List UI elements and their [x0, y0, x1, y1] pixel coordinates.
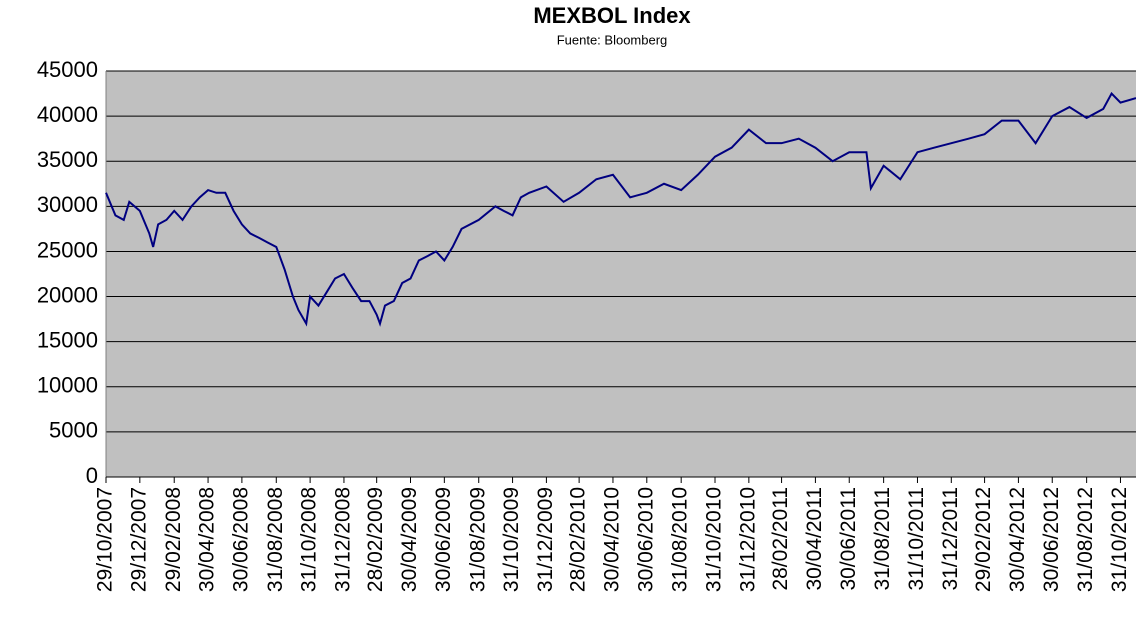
- x-tick-label: 30/06/2008: [229, 487, 252, 592]
- y-tick-label: 25000: [37, 237, 98, 262]
- x-tick-label: 30/04/2011: [803, 487, 826, 591]
- x-tick-label: 30/04/2010: [601, 487, 624, 592]
- y-tick-label: 40000: [37, 102, 98, 127]
- x-tick-label: 29/02/2008: [162, 487, 185, 592]
- x-tick-label: 31/08/2011: [871, 487, 894, 591]
- x-tick-label: 31/08/2010: [669, 487, 692, 592]
- line-series: [105, 91, 1136, 327]
- plot-area: [106, 71, 1136, 477]
- x-tick-label: 30/06/2010: [634, 487, 657, 592]
- x-tick-label: 31/10/2009: [500, 487, 523, 592]
- x-tick-label: 31/12/2009: [534, 487, 557, 592]
- x-tick-label: 29/02/2012: [972, 487, 995, 592]
- y-tick-label: 0: [86, 463, 98, 488]
- x-tick-label: 31/08/2009: [466, 487, 489, 592]
- y-tick-label: 5000: [49, 418, 98, 443]
- x-tick-label: 28/02/2011: [769, 487, 792, 591]
- x-tick-label: 30/06/2009: [432, 487, 455, 592]
- y-tick-label: 45000: [37, 57, 98, 82]
- x-tick-label: 31/08/2012: [1074, 487, 1097, 592]
- x-tick-label: 31/12/2010: [736, 487, 759, 592]
- x-tick-label: 30/06/2011: [837, 487, 860, 591]
- x-tick-label: 30/04/2008: [196, 487, 219, 592]
- x-tick-label: 29/12/2007: [127, 487, 150, 592]
- x-tick-label: 28/02/2010: [567, 487, 590, 592]
- chart-subtitle: Fuente: Bloomberg: [557, 32, 668, 47]
- x-tick-label: 29/10/2007: [94, 487, 117, 592]
- y-tick-label: 30000: [37, 192, 98, 217]
- x-tick-label: 31/12/2008: [331, 487, 354, 592]
- chart-title: MEXBOL Index: [533, 3, 691, 28]
- x-tick-label: 31/10/2010: [703, 487, 726, 592]
- x-tick-label: 30/04/2009: [398, 487, 421, 592]
- y-tick-label: 35000: [37, 147, 98, 172]
- x-tick-label: 30/06/2012: [1040, 487, 1063, 592]
- y-tick-label: 15000: [37, 327, 98, 352]
- x-tick-label: 31/10/2011: [905, 487, 928, 591]
- x-tick-label: 31/08/2008: [264, 487, 287, 592]
- x-tick-label: 31/10/2012: [1108, 487, 1131, 592]
- x-tick-label: 28/02/2009: [364, 487, 387, 592]
- x-tick-label: 30/04/2012: [1006, 487, 1029, 592]
- x-tick-label: 31/10/2008: [298, 487, 321, 592]
- y-tick-label: 20000: [37, 282, 98, 307]
- x-tick-label: 31/12/2011: [939, 487, 962, 591]
- y-tick-label: 10000: [37, 373, 98, 398]
